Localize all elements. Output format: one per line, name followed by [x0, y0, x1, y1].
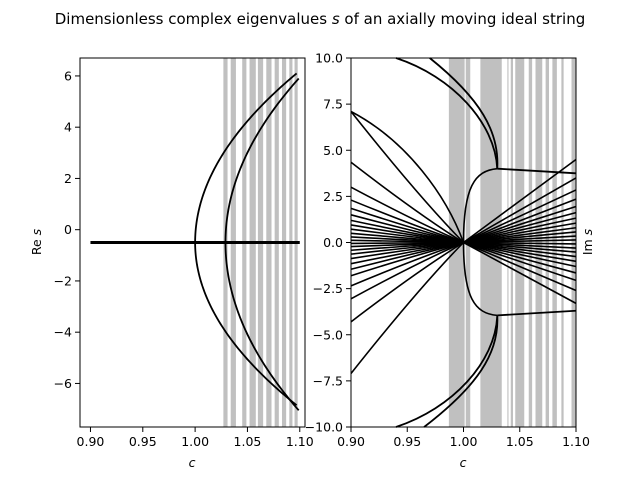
im-s-upper-arc [395, 57, 499, 169]
left-xtick-label: 1.00 [181, 434, 209, 449]
left-x-ticks: 0.90 0.95 1.00 1.05 1.10 [77, 427, 314, 449]
left-ytick-label: 0 [64, 222, 72, 237]
right-xtick-label: 0.95 [393, 434, 421, 449]
right-y-ticks: −10.0 −7.5 −5.0 −2.5 0.0 2.5 5.0 7.5 10.0 [305, 51, 351, 435]
im-s-right-ray [463, 241, 577, 292]
re-s-outer-curve [194, 72, 298, 406]
right-ytick-label: 0.0 [323, 235, 343, 250]
left-y-axis-label: Re s [29, 228, 44, 255]
im-s-lower-inner-arc [423, 315, 499, 428]
right-xtick-label: 0.90 [337, 434, 365, 449]
im-s-left-ray [350, 241, 465, 374]
right-y-axis-label: Im s [580, 228, 595, 255]
im-s-right-ray [463, 211, 577, 244]
left-ytick-label: −6 [54, 376, 72, 391]
left-plot-frame [79, 57, 306, 428]
right-shaded-band [561, 58, 564, 427]
im-s-left-ray [350, 111, 465, 244]
im-s-right-ray [463, 158, 577, 244]
left-ytick-label: 4 [64, 120, 72, 135]
im-s-left-ray [350, 241, 464, 300]
im-s-upper-plateau [497, 167, 577, 175]
left-xtick-label: 1.05 [234, 434, 262, 449]
im-s-right-ray [463, 241, 577, 305]
im-s-left-ray [350, 241, 464, 323]
left-ytick-label: −2 [54, 273, 72, 288]
im-s-outer-left-upper [350, 110, 465, 243]
left-x-axis-label: c [189, 455, 196, 470]
im-s-right-ray [463, 241, 577, 268]
right-ytick-label: −7.5 [313, 373, 343, 388]
im-s-lower-arc [395, 316, 499, 428]
left-curves [90, 72, 300, 411]
left-y-ticks: −6 −4 −2 0 2 4 6 [54, 68, 80, 391]
right-xtick-label: 1.05 [506, 434, 534, 449]
figure-title: Dimensionless complex eigenvalues s of a… [55, 10, 586, 28]
right-curves [350, 57, 577, 428]
right-x-axis-label: c [460, 455, 467, 470]
right-ytick-label: −2.5 [313, 281, 343, 296]
left-ytick-label: −4 [54, 325, 72, 340]
im-s-panel: 0.90 0.95 1.00 1.05 1.10 −10.0 −7.5 −5.0 −2.5 0.… [305, 51, 595, 471]
im-s-left-ray [350, 161, 464, 244]
right-ytick-label: −10.0 [305, 420, 343, 435]
im-s-right-ray [463, 189, 577, 244]
right-ytick-label: 10.0 [315, 51, 343, 66]
re-s-panel: 0.90 0.95 1.00 1.05 1.10 −6 −4 −2 0 2 4 6 c Re s [29, 57, 314, 470]
right-ytick-label: −5.0 [313, 327, 343, 342]
right-shaded-band [545, 58, 549, 427]
left-xtick-label: 0.90 [77, 434, 105, 449]
im-s-right-ray [463, 177, 577, 244]
right-xtick-label: 1.10 [562, 434, 590, 449]
right-shaded-band [571, 58, 576, 427]
im-s-upper-loop [462, 167, 498, 243]
right-shaded-band [528, 58, 533, 427]
right-xtick-label: 1.00 [450, 434, 478, 449]
im-s-right-ray [463, 241, 577, 263]
im-s-left-ray [350, 186, 464, 244]
im-s-lower-loop [462, 242, 498, 317]
right-shaded-band [552, 58, 557, 427]
im-s-right-ray [463, 217, 577, 244]
right-ytick-label: 5.0 [323, 143, 343, 158]
left-ytick-label: 6 [64, 68, 72, 83]
im-s-upper-inner-arc [429, 57, 499, 169]
left-xtick-label: 0.95 [129, 434, 157, 449]
im-s-right-ray [463, 198, 577, 244]
right-shaded-band [535, 58, 543, 427]
left-ytick-label: 2 [64, 171, 72, 186]
im-s-right-ray [463, 205, 577, 244]
im-s-right-ray [463, 241, 577, 274]
re-s-inner-curve [224, 77, 300, 411]
right-ytick-label: 7.5 [323, 97, 343, 112]
im-s-left-ray [350, 241, 464, 287]
right-x-ticks: 0.90 0.95 1.00 1.05 1.10 [337, 427, 590, 449]
im-s-right-ray [463, 241, 577, 282]
right-ytick-label: 2.5 [323, 189, 343, 204]
left-xtick-label: 1.10 [286, 434, 314, 449]
im-s-lower-plateau [497, 309, 577, 317]
